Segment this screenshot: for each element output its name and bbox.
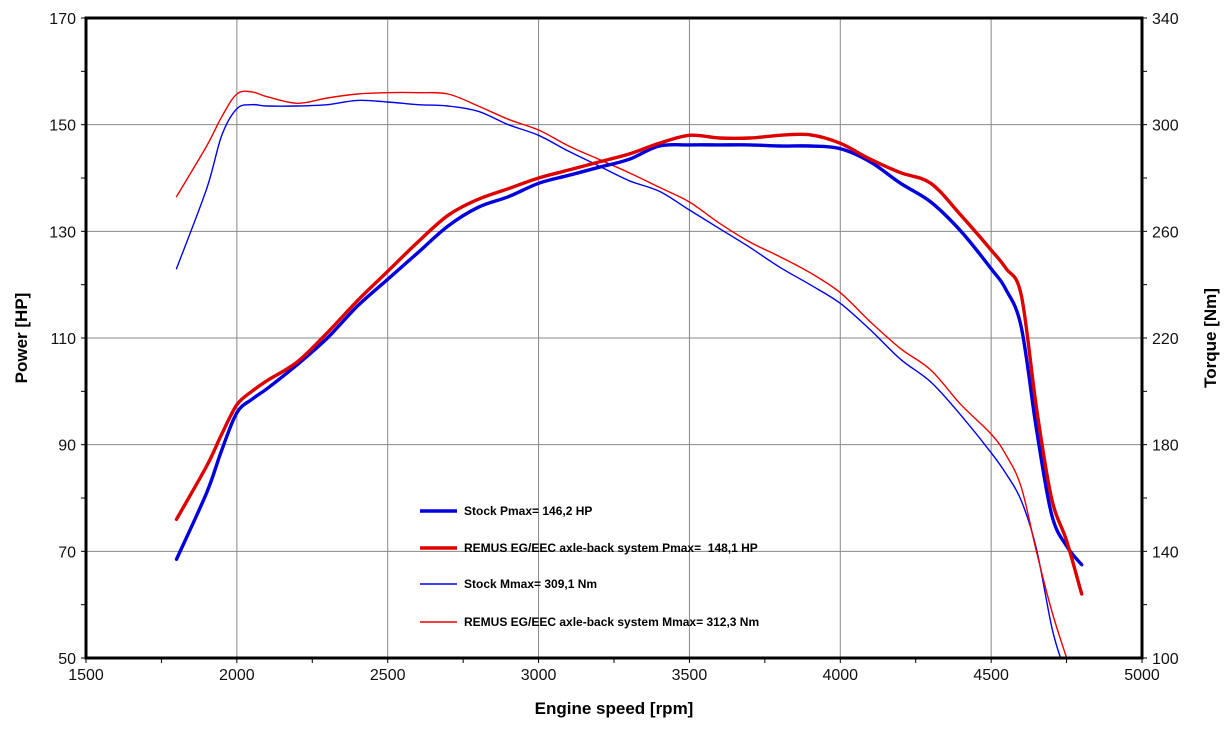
y2-tick-label: 300 [1152,118,1179,135]
y-axis-title: Power [HP] [12,293,31,384]
x-tick-label: 1500 [68,667,104,684]
legend-label: Stock Mmax= 309,1 Nm [464,577,597,591]
x-axis-title: Engine speed [rpm] [535,699,694,718]
legend: Stock Pmax= 146,2 HP REMUS EG/EEC axle-ba… [420,504,759,629]
legend-label: Stock Pmax= 146,2 HP [464,504,592,518]
series-line-2 [174,132,1084,596]
series-line-1 [174,142,1084,567]
y-tick-label: 130 [49,224,76,241]
y2-tick-label: 180 [1152,438,1179,455]
y2-tick-label: 140 [1152,544,1179,561]
y2-tick-label: 220 [1152,331,1179,348]
x-tick-label: 3000 [521,667,557,684]
x-tick-label: 2500 [370,667,406,684]
series-layer [174,90,1084,658]
y-tick-label: 170 [49,11,76,28]
y2-tick-label: 100 [1152,651,1179,668]
series-line-4 [175,90,1068,658]
y2-axis-title: Torque [Nm] [1201,288,1220,388]
legend-label: REMUS EG/EEC axle-back system Pmax= 148,… [464,541,758,555]
x-tick-label: 5000 [1124,667,1160,684]
legend-label: REMUS EG/EEC axle-back system Mmax= 312,… [464,615,759,629]
tick-layer: 1500 2000 2500 3000 3500 4000 4500 5000 50 70 90 11… [49,11,1179,684]
x-tick-label: 4500 [973,667,1009,684]
y-tick-label: 90 [58,438,76,455]
x-tick-label: 4000 [822,667,858,684]
y-tick-label: 50 [58,651,76,668]
x-tick-label: 3500 [672,667,708,684]
y-tick-label: 110 [50,331,76,348]
y2-tick-label: 260 [1152,224,1179,241]
series-line-3 [175,99,1062,658]
y-tick-label: 70 [58,544,76,561]
grid-layer [86,18,1142,658]
x-tick-label: 2000 [219,667,255,684]
y2-tick-label: 340 [1152,11,1179,28]
y-tick-label: 150 [49,118,76,135]
